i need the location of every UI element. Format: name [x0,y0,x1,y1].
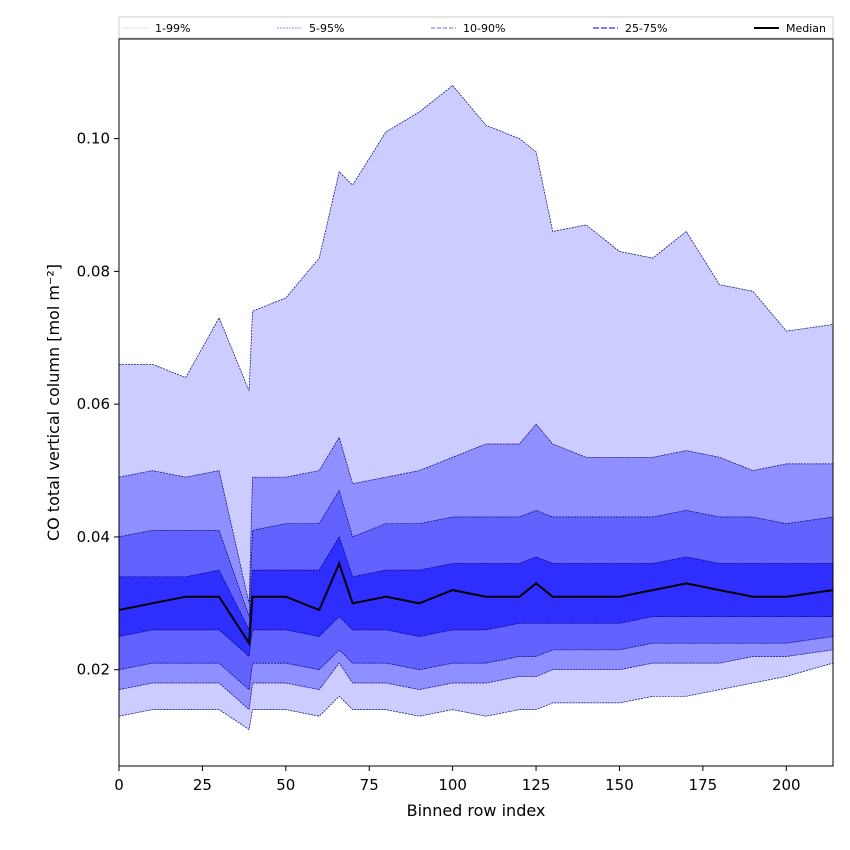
x-axis-label: Binned row index [407,801,546,820]
y-tick-label: 0.08 [77,262,110,280]
median-line [118,560,834,647]
band-lower-edge-10-90% [118,636,834,691]
y-axis-ticks: 0.02 0.04 0.06 0.08 0.10 [77,130,119,679]
band-layer [118,85,834,731]
legend-label: 10-90% [463,22,505,35]
x-tick-label: 150 [605,776,634,794]
legend-label: 5-95% [309,22,344,35]
x-tick-label: 100 [438,776,467,794]
x-tick-label: 25 [193,776,212,794]
legend-box [118,16,834,39]
band-lower-edge-25-75% [118,616,833,658]
x-tick-label: 175 [689,776,718,794]
y-tick-label: 0.06 [77,395,110,413]
legend-label: Median [786,22,826,35]
plot-frame [118,38,834,767]
legend: 1-99% 5-95% 10-90% 25-75% Median [118,16,834,39]
band-25-75% [119,536,833,657]
median-layer [118,560,834,647]
band-upper-edge-5-95% [118,423,833,604]
x-tick-label: 0 [114,776,124,794]
band-upper-edge-1-99% [119,85,834,392]
x-tick-label: 200 [772,776,801,794]
x-tick-label: 50 [276,776,295,794]
x-tick-label: 125 [522,776,551,794]
band-upper-edge-10-90% [118,489,834,617]
y-tick-label: 0.04 [77,528,110,546]
y-axis-label: CO total vertical column [mol m⁻²] [44,264,63,541]
y-tick-label: 0.10 [77,130,110,148]
band-lower-edge-5-95% [118,649,834,711]
x-axis-ticks: 0 25 50 75 100 125 150 175 200 [114,766,801,794]
legend-label: 25-75% [625,22,667,35]
x-tick-label: 75 [360,776,379,794]
band-lower-edge-1-99% [118,662,834,731]
legend-label: 1-99% [155,22,190,35]
y-tick-label: 0.02 [77,661,110,679]
